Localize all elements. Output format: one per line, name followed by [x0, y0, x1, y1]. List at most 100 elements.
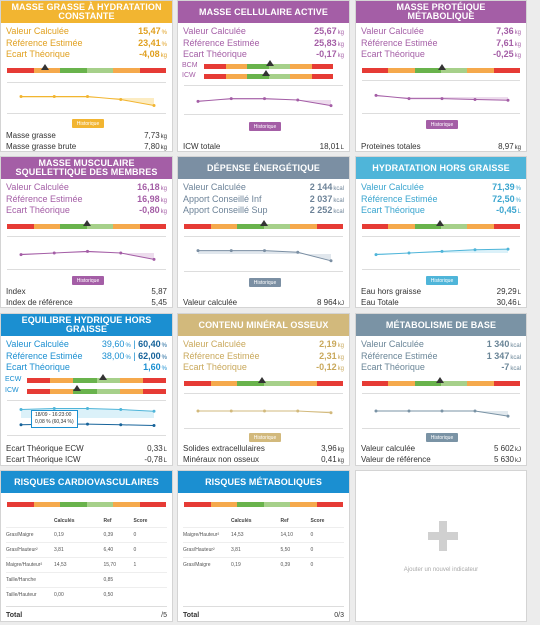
gauge-marker-icon — [99, 374, 107, 380]
value-label: Référence Estimée — [361, 350, 438, 361]
card-title: RISQUES CARDIOVASCULAIRES — [1, 471, 172, 493]
tooltip-value: 0,08 % (60,34 %) — [35, 419, 74, 425]
value-label: Valeur Calculée — [6, 182, 69, 192]
total-value: /5 — [161, 611, 167, 619]
add-indicator-card[interactable]: Ajouter un nouvel indicateur — [355, 470, 527, 622]
footer-row: Valeur de référence 5 630kJ — [361, 454, 521, 464]
history-sparkline — [19, 249, 156, 261]
value-number: 38,00 — [101, 350, 125, 361]
value-unit: kg — [514, 41, 521, 48]
footer-label: Ecart Théorique ECW — [6, 443, 84, 453]
value-row: Ecart Théorique -4,08kg — [6, 49, 167, 61]
historique-button[interactable]: Historique — [249, 278, 281, 287]
table-cell: Gras/Hauteur² — [183, 541, 231, 557]
history-chart — [184, 393, 343, 429]
sparkline-point — [19, 408, 23, 411]
sparkline-point — [229, 409, 233, 413]
footer-value: 3,96 — [321, 443, 337, 453]
history-chart — [7, 82, 166, 114]
table-cell: 0,19 — [231, 556, 281, 572]
value-unit: % — [515, 186, 521, 192]
table-cell: 0,39 — [280, 556, 311, 572]
gauge-marker-icon — [83, 220, 91, 226]
footer-unit: L — [340, 144, 344, 151]
sparkline-point — [329, 104, 333, 108]
sparkline-point — [407, 251, 411, 255]
icw-gauge — [204, 74, 333, 79]
total-label: Total — [183, 611, 200, 619]
card-risques-meta: RISQUES MÉTABOLIQUES Calculés Ref Score … — [177, 470, 350, 622]
footer-unit: kg — [160, 144, 167, 151]
historique-button[interactable]: Historique — [72, 119, 104, 128]
card-masse-cellulaire: MASSE CELLULAIRE ACTIVE Valeur Calculée 2… — [177, 0, 350, 152]
footer-row: Index de référence 5,45 — [6, 297, 167, 307]
range-gauge — [184, 381, 343, 386]
historique-button[interactable]: Historique — [426, 433, 458, 442]
sparkline-point — [152, 423, 156, 427]
bcm-gauge — [204, 64, 333, 69]
value-number: 15,47 — [138, 26, 161, 36]
sparkline-point — [296, 250, 300, 254]
card-hydratation: HYDRATATION HORS GRAISSE Valeur Calculée… — [355, 156, 527, 308]
sparkline-point — [86, 249, 89, 253]
table-cell: Taille/Hanche — [6, 571, 54, 587]
footer-row: Ecart Théorique ECW 0,33L — [6, 443, 167, 453]
value-label: Ecart Théorique — [183, 49, 247, 59]
history-chart — [7, 236, 166, 270]
table-row: Gras/Hauteur² 3,81 5,50 0 — [183, 541, 344, 557]
value-number: 16,98 — [137, 193, 160, 204]
history-sparkline — [196, 249, 333, 263]
total-row: Total 0/3 — [183, 610, 344, 620]
sparkline-point — [263, 97, 266, 101]
footer-unit: L — [163, 446, 167, 453]
value-label: Référence Estimée — [361, 193, 438, 204]
card-title: MASSE MUSCULAIRE SQUELETTIQUE DES MEMBRE… — [1, 157, 172, 179]
historique-button[interactable]: Historique — [426, 276, 458, 285]
value-label: Référence Estimée — [361, 37, 438, 48]
sparkline-point — [19, 95, 23, 98]
card-mineral: CONTENU MINÉRAL OSSEUX Valeur Calculée 2,… — [177, 313, 350, 466]
value-row: Référence Estimée 38,00% | 62,00% — [6, 350, 167, 361]
table-row: Taille/Hanche 0,85 — [6, 571, 167, 587]
value-row: Ecart Théorique -0,45L — [361, 205, 521, 217]
sparkline-point — [119, 423, 123, 427]
table-cell: Gras/Maigre — [183, 556, 231, 572]
value-label: Valeur Calculée — [183, 182, 246, 192]
history-chart — [362, 236, 520, 270]
value-unit: % — [125, 343, 131, 349]
footer-label: Ecart Théorique ICW — [6, 454, 81, 464]
value-number: -0,80 — [139, 205, 160, 215]
value-number-2: 60,40 — [138, 339, 161, 349]
risk-table: Calculés Ref Score Maigre/Hauteur² 14,53 1… — [183, 515, 344, 572]
historique-button[interactable]: Historique — [72, 276, 104, 285]
footer-row: Solides extracellulaires 3,96kg — [183, 443, 344, 453]
table-header-row: Calculés Ref Score — [6, 515, 167, 527]
gauge-marker-icon — [438, 64, 446, 70]
value-row: Référence Estimée 72,50% — [361, 194, 521, 206]
footer-unit: kg — [160, 133, 167, 140]
value-label: Valeur Calculée — [6, 26, 69, 36]
table-cell: 6,40 — [103, 541, 134, 557]
value-label: Référence Estimée — [6, 350, 83, 361]
historique-button[interactable]: Historique — [249, 122, 281, 131]
value-unit: kg — [337, 343, 344, 349]
footer-value: 5 602 — [493, 443, 514, 453]
sparkline-point — [152, 257, 156, 261]
value-row: Apport Conseillé Sup 2 252kcal — [183, 205, 344, 217]
card-title: EQUILIBRE HYDRIQUE HORS GRAISSE — [1, 314, 172, 336]
historique-button[interactable]: Historique — [426, 120, 458, 129]
value-row: Valeur Calculée 39,60% | 60,40% — [6, 339, 167, 349]
footer-value: 5 630 — [493, 454, 514, 464]
table-cell: 5,50 — [280, 541, 311, 557]
value-number: 16,18 — [137, 182, 160, 192]
historique-button[interactable]: Historique — [249, 433, 281, 442]
footer-unit: kg — [337, 457, 344, 464]
footer-label: Proteines totales — [361, 141, 421, 151]
value-row: Référence Estimée 16,98kg — [6, 194, 167, 206]
value-label: Valeur Calculée — [361, 339, 424, 349]
gauge-marker-icon — [266, 60, 274, 66]
value-label: Apport Conseillé Inf — [183, 193, 262, 204]
footer-unit: kJ — [338, 300, 344, 307]
card-title: CONTENU MINÉRAL OSSEUX — [178, 314, 349, 336]
value-label: Ecart Théorique — [361, 205, 425, 215]
